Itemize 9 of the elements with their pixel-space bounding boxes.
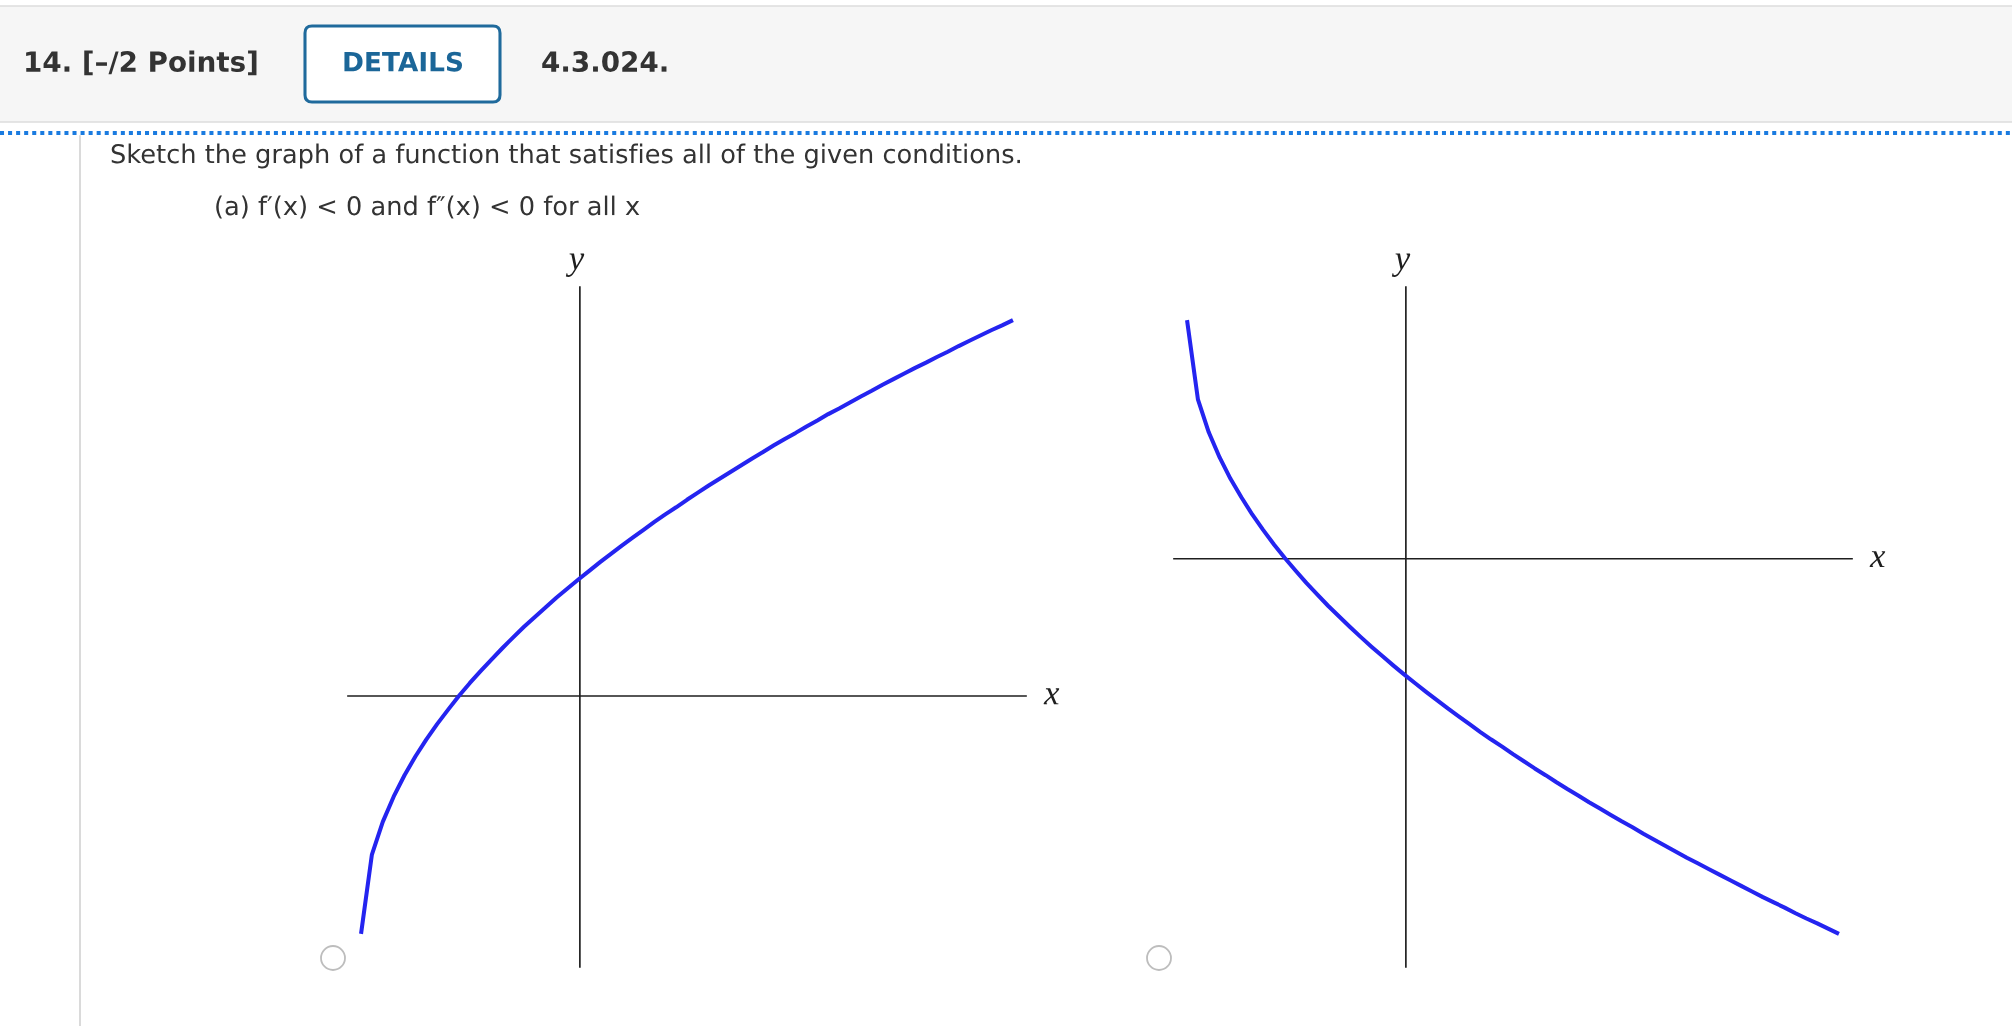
y-axis-title: y bbox=[1391, 253, 1411, 277]
x-axis-title: x bbox=[1043, 688, 1060, 705]
text: 4.3.024. bbox=[542, 51, 667, 73]
text: Sketch the graph of a function that satisfies all of the given conditions. bbox=[111, 143, 1020, 169]
text: DETAILS bbox=[344, 51, 463, 72]
text: 14. [–/2 Points] bbox=[26, 50, 257, 76]
x-axis-title: x bbox=[1869, 551, 1886, 568]
text: (a) f′(x) < 0 and f″(x) < 0 for all x bbox=[216, 195, 640, 219]
y-axis-title: y bbox=[565, 253, 585, 277]
